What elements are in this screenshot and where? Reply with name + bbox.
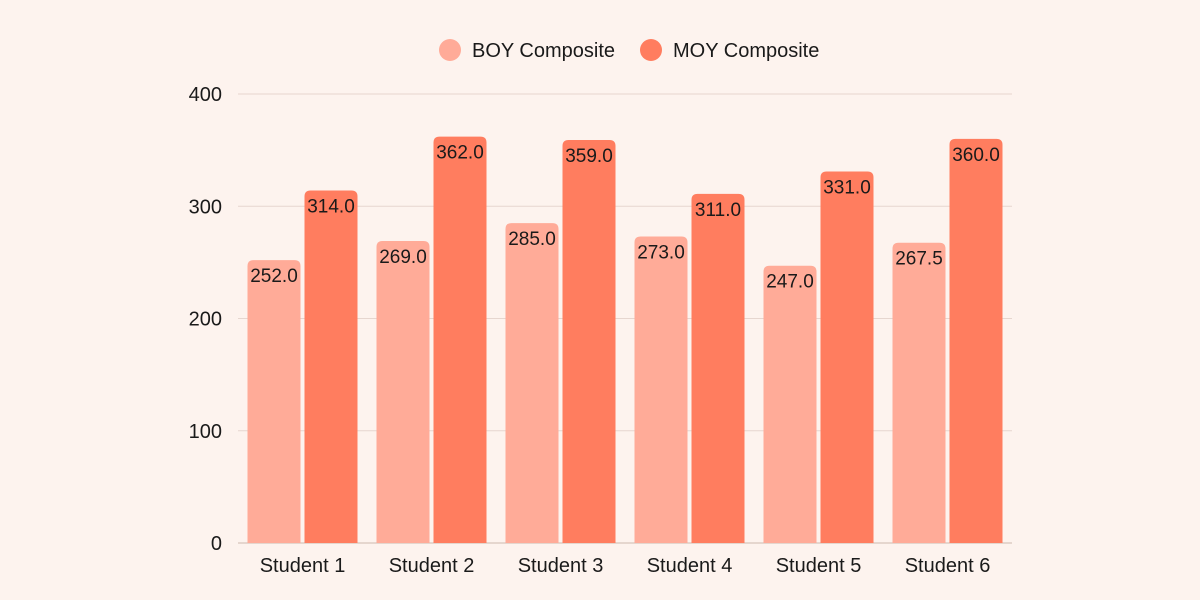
x-tick-label: Student 3 <box>518 555 604 577</box>
x-tick-label: Student 5 <box>776 555 862 577</box>
data-label: 331.0 <box>823 177 871 198</box>
bar-boy-composite-4[interactable] <box>634 236 688 543</box>
bar-boy-composite-3[interactable] <box>505 223 559 543</box>
bar-boy-composite-2[interactable] <box>376 241 430 544</box>
bar-boy-composite-5[interactable] <box>763 265 817 543</box>
data-label: 360.0 <box>952 145 1000 166</box>
x-tick-label: Student 2 <box>389 555 475 577</box>
y-tick-label: 300 <box>189 196 222 218</box>
bar-boy-composite-1[interactable] <box>247 260 301 543</box>
legend-marker <box>640 39 662 61</box>
data-label: 269.0 <box>379 247 427 268</box>
legend-label: MOY Composite <box>673 40 819 62</box>
bar-moy-composite-4[interactable] <box>691 193 745 543</box>
data-label: 267.5 <box>895 249 943 270</box>
bar-moy-composite-1[interactable] <box>304 190 358 543</box>
data-label: 362.0 <box>436 143 484 164</box>
y-tick-label: 400 <box>189 84 222 106</box>
bar-boy-composite-6[interactable] <box>892 242 946 543</box>
legend-marker <box>439 39 461 61</box>
y-tick-label: 200 <box>189 309 222 331</box>
x-tick-label: Student 4 <box>647 555 733 577</box>
labels-layer: 0 100 200 300 400 252.0 314.0 Student 1 269.0 362… <box>189 84 1000 577</box>
grid-layer <box>238 93 1012 544</box>
bar-moy-composite-5[interactable] <box>820 171 874 543</box>
x-tick-label: Student 6 <box>905 555 991 577</box>
data-label: 311.0 <box>695 200 741 221</box>
y-tick-label: 100 <box>189 421 222 443</box>
data-label: 252.0 <box>250 266 298 287</box>
x-tick-label: Student 1 <box>260 555 346 577</box>
y-tick-label: 0 <box>211 533 222 555</box>
data-label: 285.0 <box>508 229 556 250</box>
bar-moy-composite-3[interactable] <box>562 140 616 543</box>
legend: BOY Composite MOY Composite <box>439 39 819 62</box>
data-label: 273.0 <box>637 243 685 264</box>
legend-label: BOY Composite <box>472 40 615 62</box>
data-label: 314.0 <box>307 197 355 218</box>
bar-moy-composite-6[interactable] <box>949 138 1003 543</box>
data-label: 359.0 <box>565 146 613 167</box>
bars-layer <box>247 136 1003 544</box>
bar-moy-composite-2[interactable] <box>433 136 487 543</box>
data-label: 247.0 <box>766 272 814 293</box>
